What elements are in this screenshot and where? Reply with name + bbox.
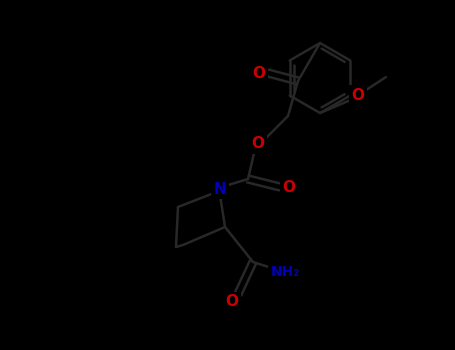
Text: N: N [214, 182, 227, 196]
Text: O: O [352, 88, 364, 103]
Text: O: O [226, 294, 238, 309]
Text: O: O [283, 180, 295, 195]
Text: O: O [252, 136, 264, 152]
Text: NH₂: NH₂ [270, 265, 300, 279]
Text: O: O [253, 65, 266, 80]
